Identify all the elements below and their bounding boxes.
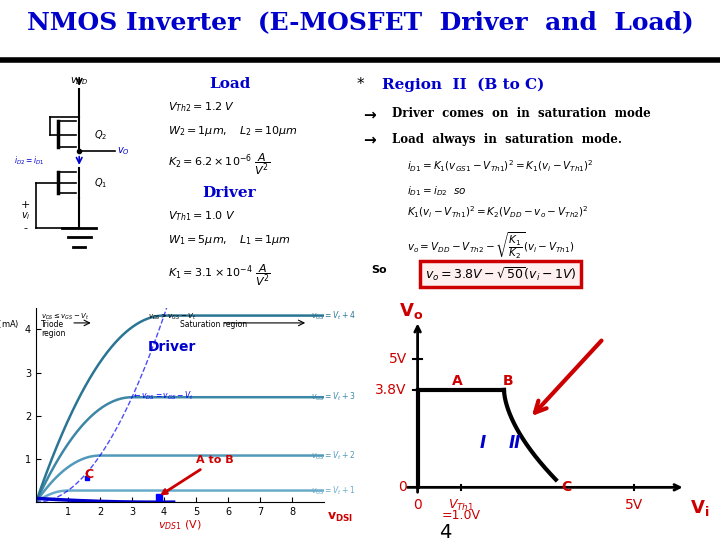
Text: Region  II  (B to C): Region II (B to C) (382, 77, 544, 92)
Text: $v_i$: $v_i$ (21, 211, 31, 222)
Text: II: II (508, 435, 521, 453)
Text: $i_D$ (mA): $i_D$ (mA) (0, 319, 19, 332)
Text: →: → (364, 133, 377, 148)
Text: I: I (480, 435, 485, 453)
Text: $\mathbf{V_i}$: $\mathbf{V_i}$ (690, 498, 709, 518)
Text: $W_1 = 5\mu m,\quad L_1 = 1\mu m$: $W_1 = 5\mu m,\quad L_1 = 1\mu m$ (168, 233, 291, 247)
Text: 0: 0 (413, 498, 422, 511)
X-axis label: $v_{DS1}$ (V): $v_{DS1}$ (V) (158, 518, 202, 532)
Text: $K_1(v_i - V_{Th1})^2 = K_2(V_{DD}-v_o - V_{Th2})^2$: $K_1(v_i - V_{Th1})^2 = K_2(V_{DD}-v_o -… (407, 205, 588, 220)
Text: $v_O$: $v_O$ (117, 146, 130, 157)
Text: Saturation region: Saturation region (180, 320, 247, 329)
Text: $v_{DD}$: $v_{DD}$ (71, 75, 88, 86)
Text: $\mathbf{v_{DSl}}$: $\mathbf{v_{DSl}}$ (327, 511, 353, 524)
Text: $v_{GS}=V_t+1$: $v_{GS}=V_t+1$ (311, 484, 356, 497)
Text: $v_{DS}\leq v_{GS}-V_t$: $v_{DS}\leq v_{GS}-V_t$ (41, 312, 89, 322)
Text: →: → (364, 107, 377, 123)
Text: Triode: Triode (41, 320, 64, 329)
Text: $Q_2$: $Q_2$ (94, 129, 107, 142)
Text: 5V: 5V (624, 498, 643, 511)
Text: $v_o = V_{DD} - V_{Th2} - \sqrt{\dfrac{K_1}{K_2}}(v_i - V_{Th1})$: $v_o = V_{DD} - V_{Th2} - \sqrt{\dfrac{K… (407, 231, 575, 261)
Text: 5V: 5V (389, 352, 407, 366)
Text: Load: Load (209, 77, 251, 91)
Text: $V_{Th1}$: $V_{Th1}$ (448, 498, 474, 512)
Text: $i_{D1} = i_{D2}\ \ so$: $i_{D1} = i_{D2}\ \ so$ (407, 184, 467, 198)
Text: $Q_1$: $Q_1$ (94, 176, 107, 190)
Text: 0: 0 (398, 481, 407, 494)
Text: +: + (21, 200, 31, 210)
Text: C: C (84, 468, 93, 481)
Text: $\mathbf{V_o}$: $\mathbf{V_o}$ (399, 301, 423, 321)
Text: 4: 4 (439, 523, 451, 540)
Text: 3.8V: 3.8V (375, 383, 407, 397)
Text: Driver: Driver (203, 186, 256, 200)
Text: A to B: A to B (163, 455, 233, 494)
Text: C: C (561, 480, 571, 494)
Text: $\leftarrow v_{DS}=v_{GS}-V_t$: $\leftarrow v_{DS}=v_{GS}-V_t$ (132, 389, 194, 402)
Text: $i_{D1} = K_1(v_{GS1}-V_{Th1})^2 = K_1(v_i - V_{Th1})^2$: $i_{D1} = K_1(v_{GS1}-V_{Th1})^2 = K_1(v… (407, 158, 593, 174)
Text: *: * (356, 77, 364, 92)
Text: B: B (503, 374, 513, 388)
Text: -: - (24, 223, 28, 233)
Text: $V_{Th2} = 1.2\ V$: $V_{Th2} = 1.2\ V$ (168, 100, 235, 114)
Text: $K_1 = 3.1\times10^{-4}\ \dfrac{A}{V^2}$: $K_1 = 3.1\times10^{-4}\ \dfrac{A}{V^2}$ (168, 263, 271, 288)
Text: $K_2 = 6.2\times10^{-6}\ \dfrac{A}{V^2}$: $K_2 = 6.2\times10^{-6}\ \dfrac{A}{V^2}$ (168, 151, 270, 177)
Text: =1.0V: =1.0V (441, 509, 480, 522)
Text: $v_{GS}=V_t+2$: $v_{GS}=V_t+2$ (311, 449, 356, 462)
Text: $v_{GS}=V_t+4$: $v_{GS}=V_t+4$ (311, 309, 356, 322)
Text: A: A (452, 374, 463, 388)
Text: $v_o = 3.8V - \sqrt{50}(v_i - 1V)$: $v_o = 3.8V - \sqrt{50}(v_i - 1V)$ (425, 265, 576, 283)
Text: NMOS Inverter  (E-MOSFET  Driver  and  Load): NMOS Inverter (E-MOSFET Driver and Load) (27, 11, 693, 35)
Text: $v_{GS}=V_t+3$: $v_{GS}=V_t+3$ (311, 391, 356, 403)
Text: So: So (371, 265, 387, 275)
Text: Driver  comes  on  in  saturation  mode: Driver comes on in saturation mode (392, 107, 651, 120)
Text: region: region (41, 329, 66, 338)
Text: Load  always  in  saturation  mode.: Load always in saturation mode. (392, 133, 622, 146)
Text: $V_{Th1} = 1.0\ V$: $V_{Th1} = 1.0\ V$ (168, 210, 235, 224)
Text: $v_{DS}>v_{GS}-V_t$: $v_{DS}>v_{GS}-V_t$ (148, 312, 197, 322)
Text: Driver: Driver (148, 340, 197, 354)
Text: $W_2 = 1\mu m,\quad L_2 = 10\mu m$: $W_2 = 1\mu m,\quad L_2 = 10\mu m$ (168, 124, 297, 138)
Text: $i_{D2}=i_{D1}$: $i_{D2}=i_{D1}$ (14, 154, 45, 167)
